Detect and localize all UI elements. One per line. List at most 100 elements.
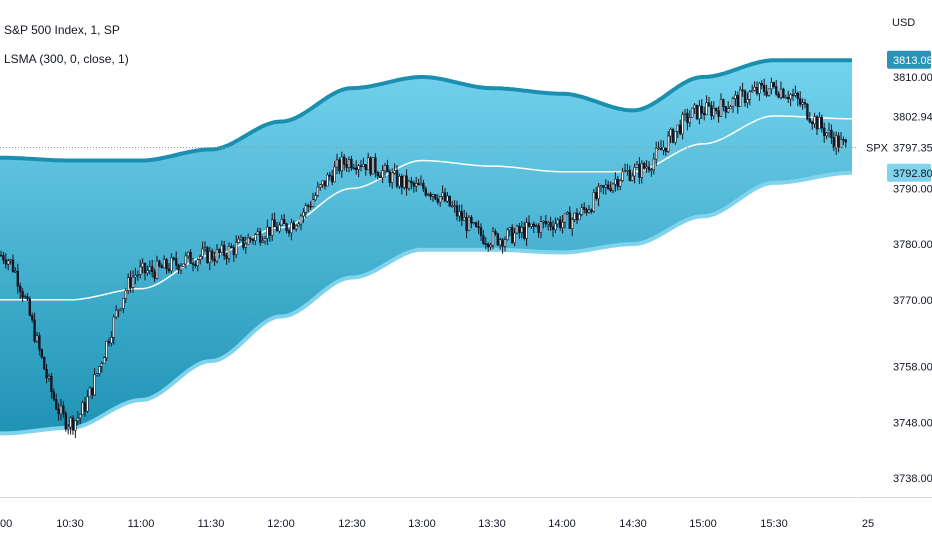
candle [213,252,216,266]
candle [124,287,128,303]
candle [189,249,192,264]
candle [225,252,228,265]
candle [837,132,840,153]
candle [35,331,39,343]
candle [786,90,790,103]
candle [570,217,574,237]
candle [563,213,567,229]
candle [0,250,3,257]
candle [390,168,394,189]
candle [395,165,399,189]
candle [798,91,802,107]
time-tick-label: 00 [0,518,12,530]
candle [407,179,411,191]
candlestick-series [0,77,848,438]
candle [630,170,634,182]
time-tick-label: 13:30 [478,518,506,530]
candle [270,213,274,242]
candle [187,251,190,259]
candle [206,246,209,264]
candle [813,112,816,128]
candle [103,356,106,364]
candle [263,236,267,245]
candle [671,127,675,144]
candle [376,170,379,180]
candle [470,215,473,229]
candle [167,263,171,274]
candle [122,298,125,314]
price-tick-label: 3797.35 [893,143,932,155]
candle [6,258,10,271]
candle [23,294,27,299]
candle [575,208,579,224]
candle [175,251,178,270]
candle [455,200,459,221]
candle [549,216,552,231]
candle [330,170,334,186]
candle [417,178,420,186]
candle [638,157,641,185]
candle [498,237,502,250]
candle [693,103,696,114]
candle [597,183,600,207]
time-tick-label: 25 [862,518,874,530]
candle [518,222,521,239]
candle [350,155,353,171]
candle [235,235,238,259]
candle [251,237,255,245]
candle [743,89,747,107]
candle [129,270,132,293]
candle [371,157,375,175]
candle [91,387,94,399]
candle [59,398,63,421]
candle [302,208,305,223]
candle [182,263,185,267]
candle [573,212,576,222]
time-axis[interactable]: 00 10:30 11:00 11:30 12:00 12:30 13:00 13:30 14:… [0,518,874,530]
candle [340,151,343,178]
candle [614,172,617,192]
candle [736,91,740,114]
candle [28,296,31,317]
candle [758,81,761,101]
candle [746,92,749,109]
candle [734,90,737,107]
candle [76,411,80,426]
candle [100,361,104,373]
indicator-legend[interactable]: LSMA (300, 0, close, 1) [4,52,129,66]
candle [208,246,211,271]
candle [215,244,219,264]
candle [462,209,466,221]
candle [45,364,48,384]
candle [419,175,423,186]
candle [753,81,756,92]
candle [494,228,497,236]
candle [532,221,536,234]
price-axis[interactable]: USD 3810.00 3802.94 3797.35 3790.00 3780.00 3… [892,17,932,485]
candle [719,93,723,117]
candle [750,84,754,93]
upper-band-line [0,58,852,163]
candle [306,203,310,213]
candle [170,253,173,274]
candle [479,223,483,241]
candle [474,221,478,228]
candle [294,224,298,232]
candle [592,189,596,213]
candle [366,152,370,171]
candle [633,163,636,184]
channel-band [0,58,852,436]
candle [446,192,449,203]
candle [357,163,360,178]
candle [729,105,732,109]
candle [199,254,202,265]
candle [546,220,550,231]
candle [165,258,168,274]
candle [450,200,454,208]
candle [554,217,557,233]
candle [256,227,259,236]
candle [698,100,701,125]
candle [580,203,584,217]
price-tick-label: 3810.00 [893,72,932,84]
